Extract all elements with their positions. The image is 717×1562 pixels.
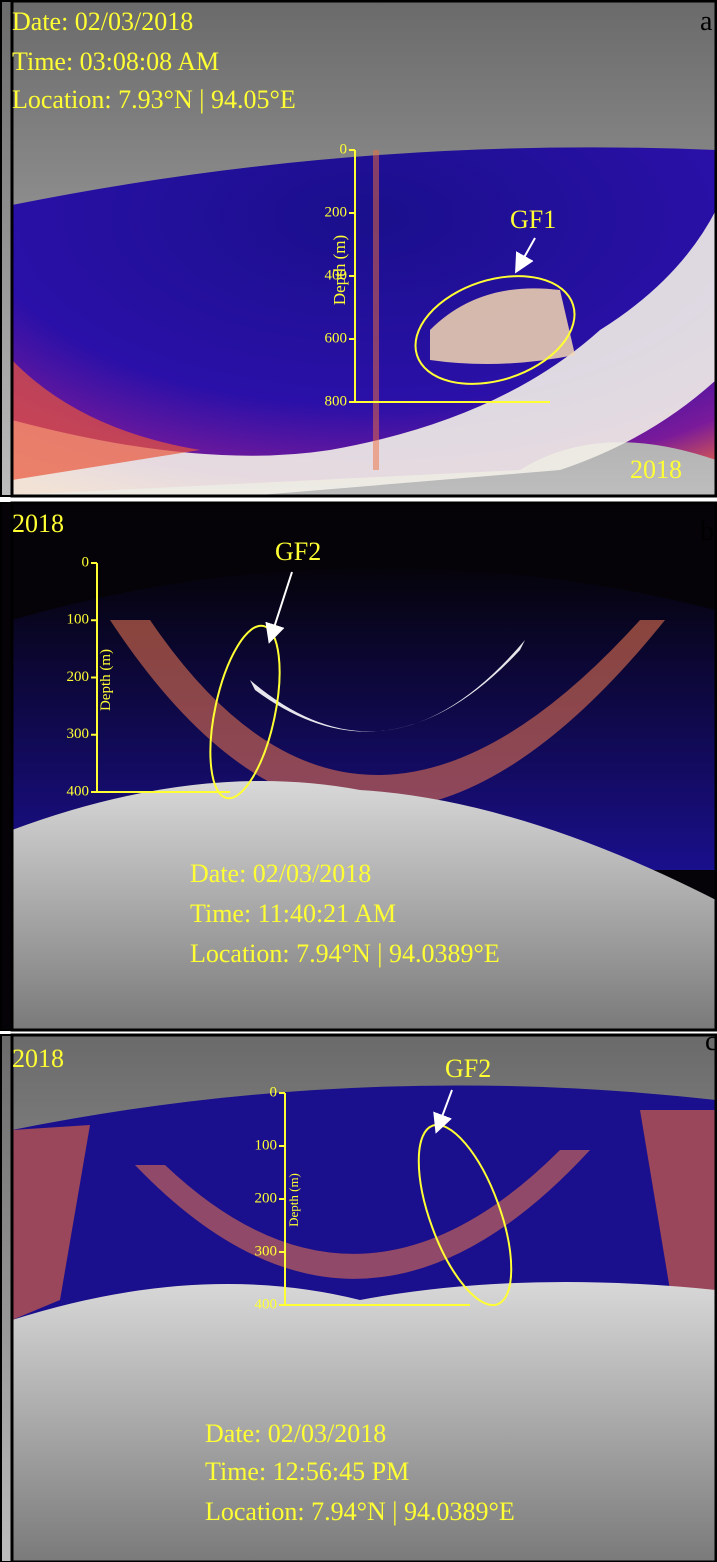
- feature-label: GF1: [510, 205, 556, 234]
- tick-label: 0: [270, 1084, 278, 1100]
- panel-label: c: [705, 1026, 717, 1057]
- tick-label: 200: [255, 1190, 278, 1206]
- tick-label: 100: [255, 1137, 278, 1153]
- feature-label: GF2: [445, 1054, 491, 1083]
- tick-label: 600: [325, 330, 348, 346]
- panel-label: b: [700, 516, 714, 547]
- feature-label: GF2: [275, 537, 321, 566]
- info-time: Time: 11:40:21 AM: [190, 899, 396, 928]
- info-date: Date: 02/03/2018: [190, 859, 371, 888]
- tick-label: 400: [67, 783, 90, 799]
- figure: a Date: 02/03/2018 Time: 03:08:08 AM Locati…: [0, 0, 717, 1562]
- tick-label: 200: [67, 669, 90, 685]
- info-date: Date: 02/03/2018: [205, 1419, 386, 1448]
- year-label: 2018: [12, 509, 64, 538]
- info-time: Time: 12:56:45 PM: [205, 1457, 409, 1486]
- info-time: Time: 03:08:08 AM: [12, 47, 219, 76]
- info-location: Location: 7.94°N | 94.0389°E: [190, 939, 500, 968]
- tick-label: 100: [67, 612, 90, 628]
- tick-label: 0: [340, 141, 348, 157]
- info-location: Location: 7.93°N | 94.05°E: [12, 85, 296, 114]
- tick-label: 800: [325, 393, 348, 409]
- tick-label: 300: [67, 726, 90, 742]
- year-label: 2018: [12, 1044, 64, 1073]
- depth-axis-title: Depth (m): [286, 1173, 301, 1227]
- year-label: 2018: [630, 455, 682, 484]
- panel-label: a: [700, 6, 713, 37]
- depth-axis-title: Depth (m): [98, 649, 114, 711]
- tick-label: 0: [82, 554, 90, 570]
- tick-label: 200: [325, 204, 348, 220]
- tick-label: 400: [255, 1296, 278, 1312]
- tick-label: 300: [255, 1243, 278, 1259]
- info-location: Location: 7.94°N | 94.0389°E: [205, 1497, 515, 1526]
- depth-axis-title: Depth (m): [330, 235, 349, 305]
- info-date: Date: 02/03/2018: [12, 7, 193, 36]
